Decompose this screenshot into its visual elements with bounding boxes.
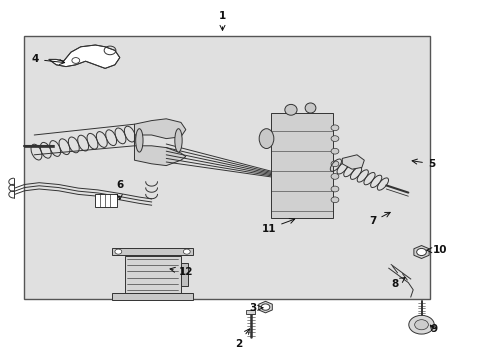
Polygon shape	[49, 45, 120, 68]
Text: 12: 12	[170, 267, 193, 277]
Bar	[124, 256, 181, 293]
Polygon shape	[413, 246, 428, 258]
Text: 2: 2	[234, 329, 249, 349]
Circle shape	[330, 125, 338, 131]
Circle shape	[330, 197, 338, 203]
Circle shape	[330, 186, 338, 192]
Ellipse shape	[136, 129, 142, 152]
Ellipse shape	[175, 129, 182, 152]
Bar	[246, 310, 255, 314]
Circle shape	[330, 136, 338, 141]
Bar	[24, 36, 429, 299]
Circle shape	[183, 249, 190, 254]
Text: 1: 1	[219, 11, 225, 30]
Polygon shape	[258, 301, 272, 313]
Circle shape	[414, 320, 427, 330]
Text: 8: 8	[390, 278, 404, 289]
Ellipse shape	[259, 129, 273, 148]
Circle shape	[261, 304, 269, 310]
FancyBboxPatch shape	[271, 113, 332, 218]
Circle shape	[330, 148, 338, 154]
Text: 10: 10	[426, 245, 447, 255]
Text: 6: 6	[116, 180, 123, 199]
Circle shape	[416, 248, 426, 256]
Text: 4: 4	[32, 54, 64, 64]
Bar	[112, 293, 193, 300]
Circle shape	[408, 315, 433, 334]
Bar	[181, 263, 188, 286]
Text: 3: 3	[249, 303, 262, 313]
Ellipse shape	[305, 103, 315, 113]
Circle shape	[330, 174, 338, 179]
Polygon shape	[134, 119, 185, 166]
Circle shape	[115, 249, 122, 254]
Bar	[95, 194, 117, 207]
Polygon shape	[342, 155, 364, 169]
Bar	[112, 248, 193, 255]
Text: 11: 11	[261, 219, 294, 234]
Ellipse shape	[284, 104, 297, 115]
Circle shape	[330, 161, 338, 167]
Text: 9: 9	[429, 324, 437, 334]
Text: 5: 5	[411, 159, 434, 169]
Text: 7: 7	[368, 212, 389, 226]
